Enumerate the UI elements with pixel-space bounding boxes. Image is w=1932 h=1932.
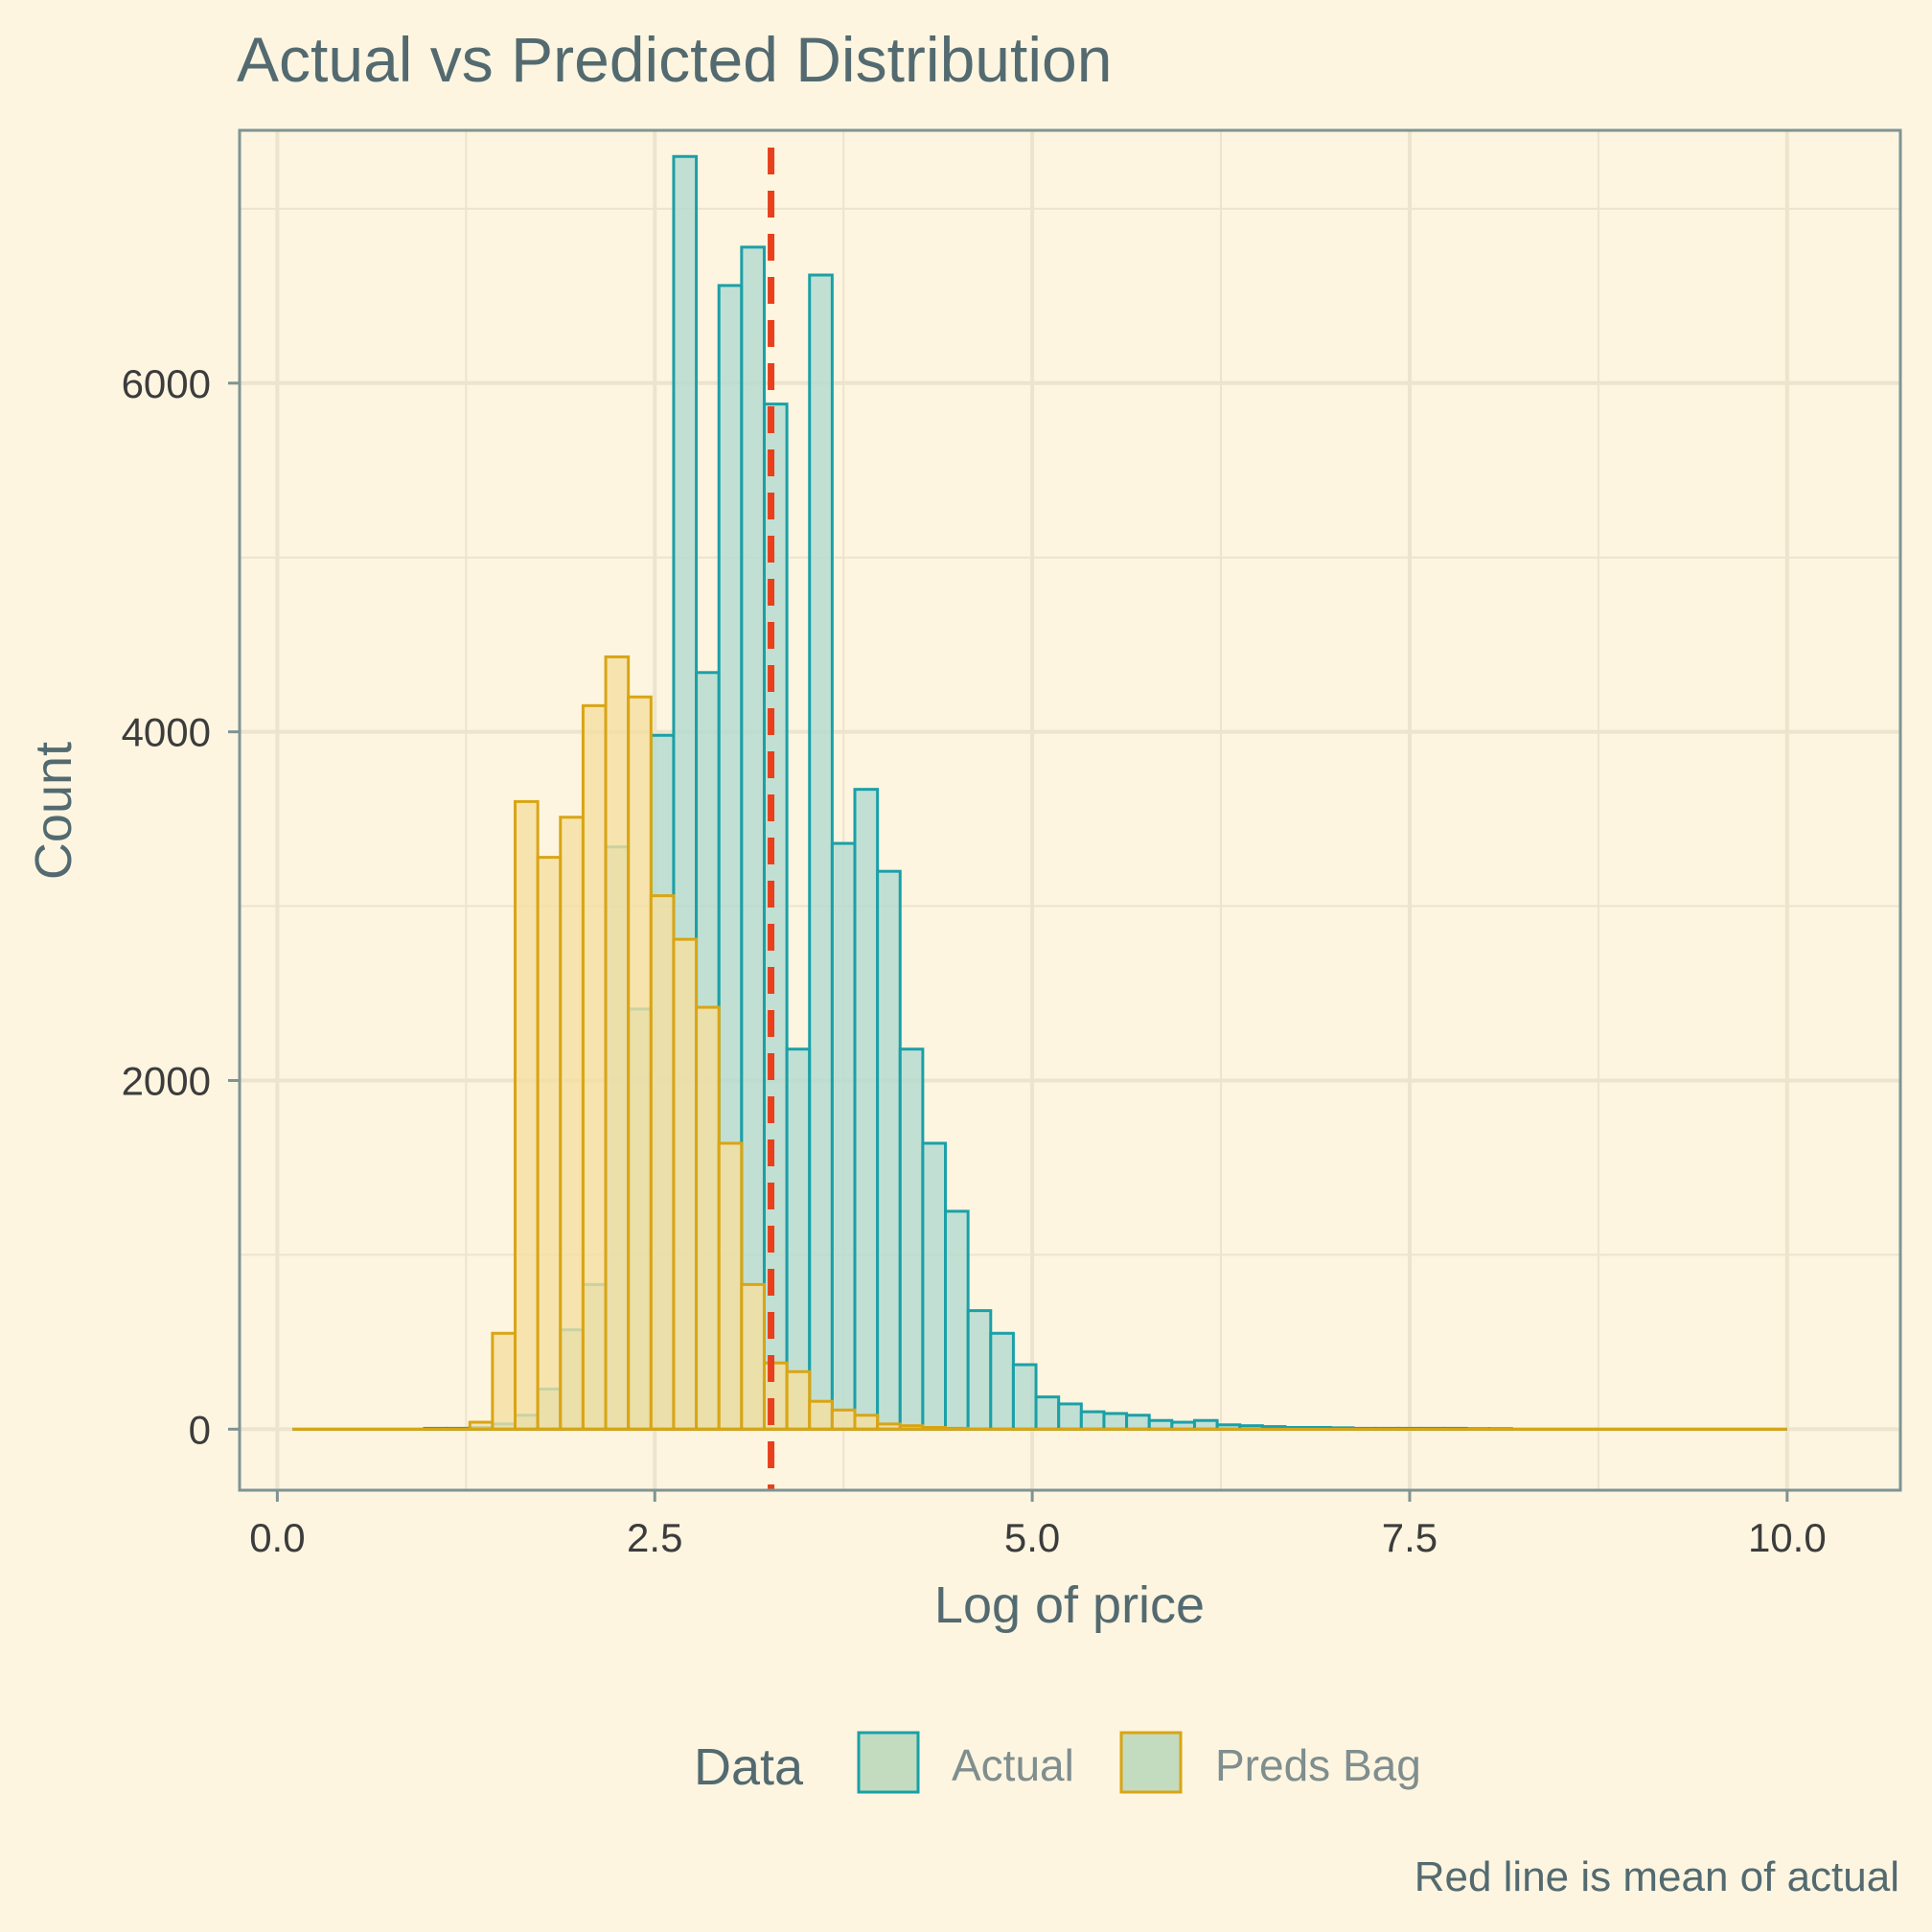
legend-title: Data [694,1738,804,1796]
x-tick-label: 7.5 [1382,1515,1438,1560]
preds-bag-bar [581,703,608,1431]
actual-bar [1125,1414,1151,1431]
actual-bar [740,245,766,1431]
actual-bar [876,869,902,1431]
x-tick-label: 10.0 [1748,1515,1827,1560]
caption: Red line is mean of actual [1414,1853,1899,1900]
preds-bag-bar [491,1331,518,1431]
preds-bag-bar [808,1399,834,1431]
actual-bar [853,788,880,1431]
chart-title: Actual vs Predicted Distribution [237,24,1112,95]
legend-key-preds-bag [1119,1731,1183,1794]
x-axis-ticks: 0.0 2.5 5.0 7.5 10.0 [249,1490,1827,1560]
legend-label-preds-bag: Preds Bag [1215,1740,1421,1790]
actual-bar [762,402,789,1431]
actual-bar [898,1047,925,1431]
preds-bag-bar [762,1361,789,1431]
preds-bag-bar [853,1414,880,1431]
actual-bar [1057,1402,1083,1431]
actual-bar [1011,1363,1038,1431]
y-tick-label: 2000 [122,1058,211,1103]
legend-key-actual [857,1731,920,1794]
actual-bar [1079,1410,1106,1431]
actual-bar [808,273,834,1431]
x-axis-label: Log of price [934,1576,1205,1634]
preds-bag-bar [740,1282,766,1431]
x-tick-label: 2.5 [627,1515,682,1560]
y-axis-ticks: 0 2000 4000 6000 [122,361,240,1452]
plot-panel-border [238,128,1902,1492]
actual-bar [1034,1395,1061,1431]
preds-bag-bar [649,894,676,1431]
preds-bag-bar [695,1005,721,1431]
preds-bag-bar [604,655,631,1431]
actual-bar [921,1141,948,1431]
preds-bag-bar [514,799,540,1431]
y-tick-label: 6000 [122,361,211,406]
actual-bar [944,1209,970,1431]
legend: Data Actual Preds Bag [694,1731,1421,1796]
preds-bag-bar [785,1369,812,1431]
y-tick-label: 4000 [122,710,211,755]
preds-bag-bar [830,1408,857,1431]
preds-bag-bar [672,937,699,1431]
preds-bag-bar [559,816,585,1431]
preds-bag-bar [627,695,653,1431]
preds-bag-bar [717,1141,744,1431]
y-tick-label: 0 [189,1407,211,1452]
legend-label-actual: Actual [952,1740,1074,1790]
actual-bar [989,1331,1015,1431]
actual-bar [1102,1412,1129,1431]
x-tick-label: 0.0 [249,1515,305,1560]
x-tick-label: 5.0 [1004,1515,1060,1560]
preds-bag-bar [536,856,563,1431]
actual-bar [966,1309,993,1431]
y-axis-label: Count [25,742,82,880]
actual-bar [830,841,857,1431]
